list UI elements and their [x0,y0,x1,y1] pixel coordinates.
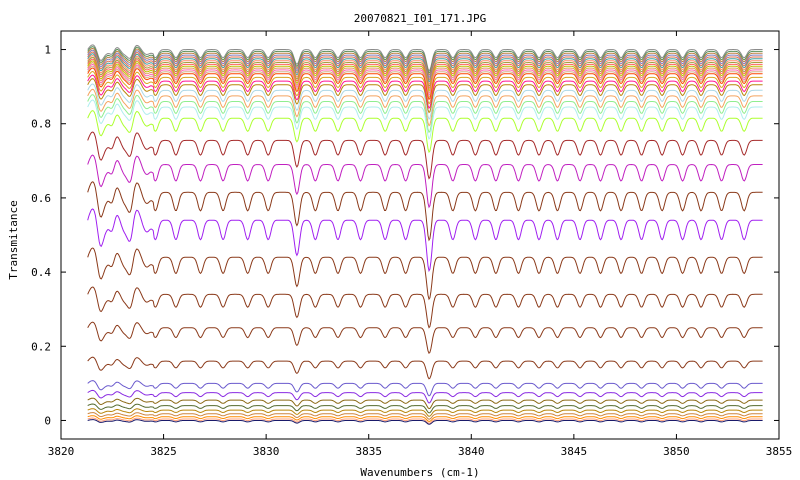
x-axis-label: Wavenumbers (cm-1) [360,466,479,479]
x-tick-label: 3840 [458,445,485,458]
series-line [87,78,763,114]
series-line [87,415,763,423]
y-axis-label: Transmitance [7,200,20,279]
series-layer [87,44,763,425]
series-line [87,53,763,83]
x-tick-label: 3835 [355,445,382,458]
y-tick-label: 0.6 [31,192,51,205]
x-tick-label: 3825 [150,445,177,458]
series-line [87,356,763,380]
series-line [87,49,763,79]
series-line [87,74,763,109]
y-tick-label: 0.8 [31,118,51,131]
series-line [87,419,763,425]
series-line [87,46,763,74]
y-tick-label: 1 [44,44,51,57]
y-tick-label: 0.4 [31,266,51,279]
series-line [87,247,763,301]
series-line [87,110,763,154]
y-tick-label: 0.2 [31,340,51,353]
series-line [87,403,763,414]
series-line [87,154,763,209]
series-line [87,286,763,329]
series-line [87,83,763,121]
series-line [87,70,763,105]
series-line [87,99,763,140]
series-line [87,88,763,127]
series-line [87,408,763,417]
x-tick-label: 3820 [48,445,75,458]
series-line [87,380,763,397]
series-line [87,181,763,242]
x-axis: 3820 3825 3830 3835 3840 3845 3850 3855 [48,31,793,458]
x-tick-label: 3830 [253,445,280,458]
series-line [87,51,763,81]
series-line [87,67,763,101]
series-line [87,417,763,424]
series-line [87,389,763,404]
x-tick-label: 3845 [561,445,588,458]
y-tick-label: 0 [44,414,51,427]
series-line [87,54,763,85]
series-line [87,397,763,410]
plot-frame [60,30,780,440]
chart-title: 20070821_I01_171.JPG [354,12,486,25]
series-line [87,44,763,72]
series-line [87,208,763,273]
series-line [87,47,763,76]
y-axis: 0 0.2 0.4 0.6 0.8 1 [31,44,779,427]
series-line [87,321,763,355]
series-line [87,412,763,420]
x-tick-label: 3855 [766,445,793,458]
series-line [87,94,763,134]
x-tick-label: 3850 [663,445,690,458]
series-line [87,131,763,180]
